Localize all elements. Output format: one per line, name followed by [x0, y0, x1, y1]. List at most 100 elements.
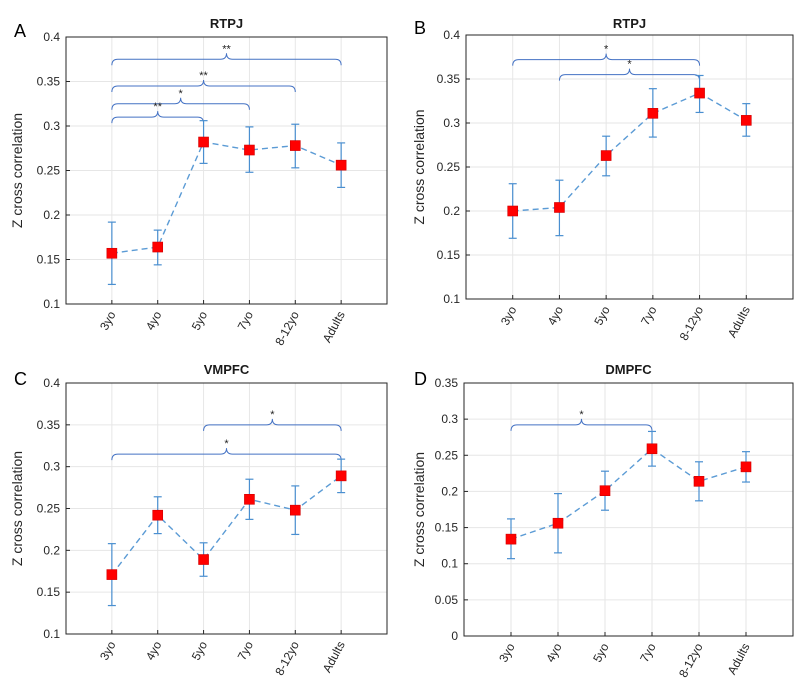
- x-tick-label: 7yo: [235, 639, 257, 663]
- y-tick-label: 0.35: [37, 75, 61, 89]
- y-tick-label: 0.15: [435, 521, 459, 535]
- chart-title: DMPFC: [605, 362, 652, 377]
- significance-bracket: [111, 79, 296, 92]
- y-tick-label: 0.2: [441, 484, 458, 498]
- significance-bracket: [512, 53, 701, 66]
- data-point: [552, 517, 564, 529]
- data-point: [244, 493, 255, 505]
- x-tick-label: 5yo: [189, 639, 211, 663]
- x-tick-label: 8-12yo: [677, 304, 707, 343]
- y-tick-label: 0.25: [37, 502, 61, 516]
- data-point: [335, 470, 347, 482]
- y-tick-label: 0.4: [443, 28, 460, 42]
- x-tick-label: 5yo: [189, 309, 211, 333]
- panel-letter: D: [414, 369, 427, 389]
- y-tick-label: 0.15: [437, 248, 461, 262]
- panel-b: 0.1 0.15 0.2 0.25 0.3 0.35 0.4 3yo 4yo 5yo 7yo 8-12…: [411, 16, 794, 343]
- significance-bracket: [111, 111, 205, 124]
- x-tick-label: 5yo: [590, 641, 612, 665]
- data-point: [646, 443, 658, 455]
- significance-label: **: [199, 70, 208, 82]
- x-tick-label: Adults: [725, 304, 753, 340]
- data-point: [693, 476, 705, 487]
- data-point: [198, 136, 209, 148]
- x-tick-label: Adults: [725, 641, 753, 677]
- series-line: [111, 475, 342, 576]
- chart-title: RTPJ: [210, 16, 243, 31]
- y-tick-label: 0.35: [437, 72, 461, 86]
- y-axis-label: Z cross correlation: [9, 113, 25, 228]
- chart-title: RTPJ: [613, 16, 646, 31]
- y-axis-label: Z cross correlation: [411, 452, 427, 567]
- x-tick-label: 3yo: [498, 304, 520, 328]
- significance-bracket: [510, 418, 653, 431]
- y-tick-label: 0.15: [37, 253, 61, 267]
- x-tick-label: Adults: [320, 639, 348, 675]
- data-point: [152, 241, 164, 253]
- data-point: [152, 509, 164, 521]
- y-tick-label: 0.2: [443, 204, 460, 218]
- panel-letter: B: [414, 18, 426, 38]
- y-tick-label: 0.35: [435, 376, 459, 390]
- series-line: [510, 447, 747, 540]
- data-point: [599, 485, 611, 497]
- significance-bracket: [111, 53, 342, 66]
- y-tick-label: 0.05: [435, 593, 459, 607]
- x-tick-label: 4yo: [143, 639, 165, 663]
- data-point: [600, 150, 612, 161]
- y-tick-label: 0.2: [43, 208, 60, 222]
- data-point: [335, 159, 347, 171]
- data-point: [505, 533, 517, 545]
- data-point: [554, 202, 565, 213]
- y-tick-label: 0.4: [43, 376, 60, 390]
- x-tick-label: 3yo: [97, 639, 119, 663]
- significance-label: *: [270, 409, 275, 421]
- y-tick-label: 0.25: [37, 164, 61, 178]
- significance-label: *: [604, 44, 609, 56]
- x-tick-label: 4yo: [143, 309, 165, 333]
- y-tick-label: 0.1: [441, 557, 458, 571]
- data-point: [244, 144, 255, 156]
- significance-label: *: [627, 59, 632, 71]
- y-tick-label: 0: [451, 629, 458, 643]
- data-point: [289, 140, 301, 151]
- panel-d: 0 0.05 0.1 0.15 0.2 0.25 0.3 0.35 3yo 4yo 5yo 7yo 8-…: [411, 362, 794, 680]
- y-tick-label: 0.3: [43, 119, 60, 133]
- x-tick-label: 4yo: [545, 304, 567, 328]
- data-point: [740, 461, 752, 473]
- data-point: [694, 87, 705, 99]
- data-point: [289, 504, 301, 516]
- x-tick-label: 8-12yo: [676, 641, 706, 680]
- data-point: [106, 247, 118, 259]
- x-tick-label: 3yo: [97, 309, 119, 333]
- y-tick-label: 0.1: [43, 297, 60, 311]
- y-tick-label: 0.15: [37, 585, 61, 599]
- x-tick-label: 7yo: [637, 641, 659, 665]
- significance-label: *: [224, 438, 229, 450]
- x-tick-label: 7yo: [638, 304, 660, 328]
- significance-label: *: [179, 88, 184, 100]
- y-tick-label: 0.4: [43, 30, 60, 44]
- data-point: [647, 108, 659, 119]
- axes-box: [463, 382, 794, 637]
- panel-c: 0.1 0.15 0.2 0.25 0.3 0.35 0.4 3yo 4yo 5yo 7yo 8-12…: [9, 362, 388, 678]
- panel-letter: C: [14, 369, 27, 389]
- data-point: [740, 115, 752, 126]
- data-point: [198, 554, 209, 565]
- x-tick-label: 8-12yo: [272, 639, 302, 678]
- significance-label: **: [222, 43, 231, 55]
- significance-label: *: [579, 409, 584, 421]
- y-tick-label: 0.25: [437, 160, 461, 174]
- x-tick-label: 8-12yo: [272, 309, 302, 348]
- y-tick-label: 0.35: [37, 418, 61, 432]
- panel-a: 0.1 0.15 0.2 0.25 0.3 0.35 0.4 3yo 4yo 5yo 7yo 8-12…: [9, 16, 388, 348]
- panel-letter: A: [14, 21, 26, 41]
- series-line: [111, 141, 342, 254]
- y-tick-label: 0.2: [43, 543, 60, 557]
- significance-label: **: [153, 101, 162, 113]
- x-tick-label: Adults: [320, 309, 348, 345]
- significance-bracket: [111, 97, 250, 110]
- data-point: [106, 569, 118, 580]
- chart-title: VMPFC: [204, 362, 250, 377]
